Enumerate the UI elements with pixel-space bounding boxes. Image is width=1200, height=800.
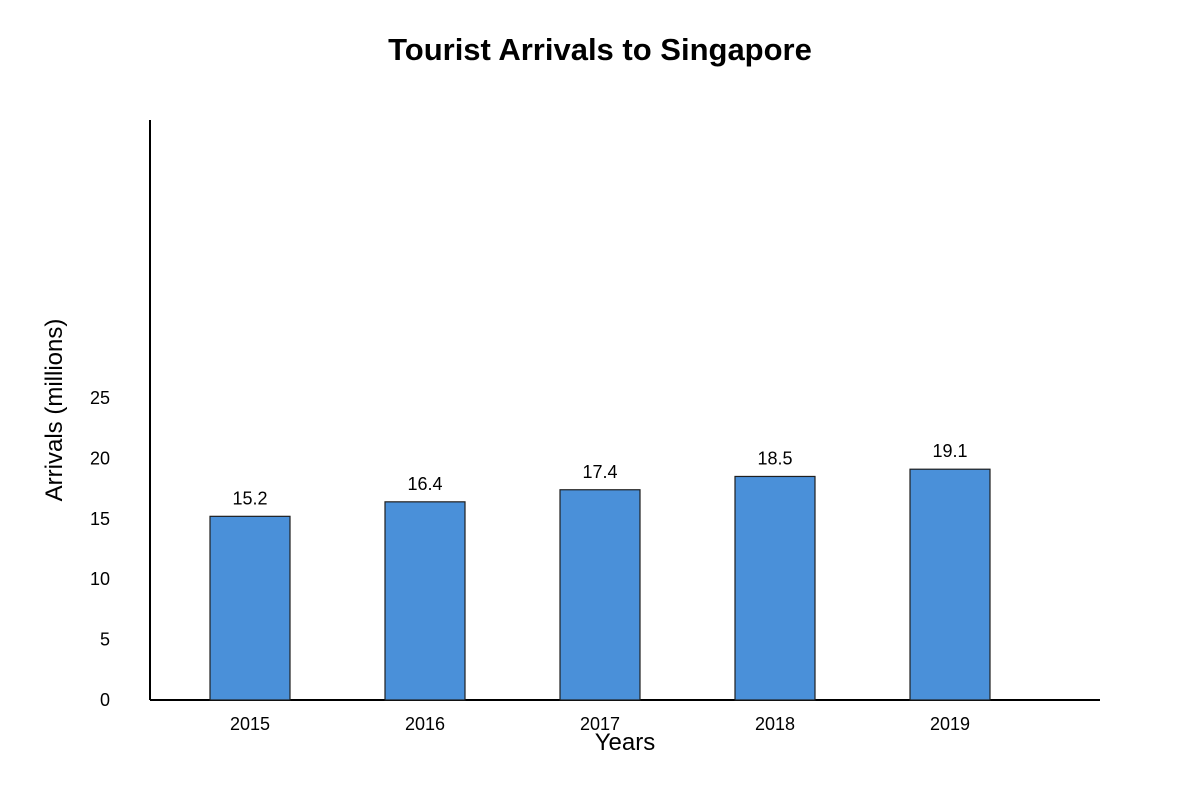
bar-2016 (384, 501, 466, 701)
x-tick-label-2017: 2017 (580, 714, 620, 734)
y-tick-label: 25 (90, 388, 110, 408)
x-tick-labels: 2015 2016 2017 2018 2019 (230, 714, 970, 734)
x-tick-label-2018: 2018 (755, 714, 795, 734)
data-labels-group: 15.2 16.4 17.4 18.5 19.1 (232, 441, 967, 508)
bar-2017 (559, 489, 641, 701)
y-tick-label: 0 (100, 690, 110, 710)
bar-value-label-2016: 16.4 (407, 474, 442, 494)
bar-value-label-2019: 19.1 (932, 441, 967, 461)
bar-2018 (734, 475, 816, 701)
y-tick-label: 5 (100, 630, 110, 650)
x-axis-title: Years (595, 729, 656, 756)
bar-value-label-2018: 18.5 (757, 448, 792, 468)
y-tick-labels: 0 5 10 15 20 25 (90, 388, 110, 710)
chart-title: Tourist Arrivals to Singapore (388, 32, 812, 67)
y-tick-label: 15 (90, 509, 110, 529)
bars-group (209, 468, 991, 701)
bar-2019 (909, 468, 991, 701)
x-tick-label-2016: 2016 (405, 714, 445, 734)
y-tick-label: 10 (90, 569, 110, 589)
bar-value-label-2017: 17.4 (582, 462, 617, 482)
x-tick-label-2015: 2015 (230, 714, 270, 734)
bar-value-label-2015: 15.2 (232, 488, 267, 508)
y-axis-title: Arrivals (millions) (41, 319, 68, 502)
bar-2015 (209, 515, 291, 701)
x-tick-label-2019: 2019 (930, 714, 970, 734)
y-tick-label: 20 (90, 448, 110, 468)
